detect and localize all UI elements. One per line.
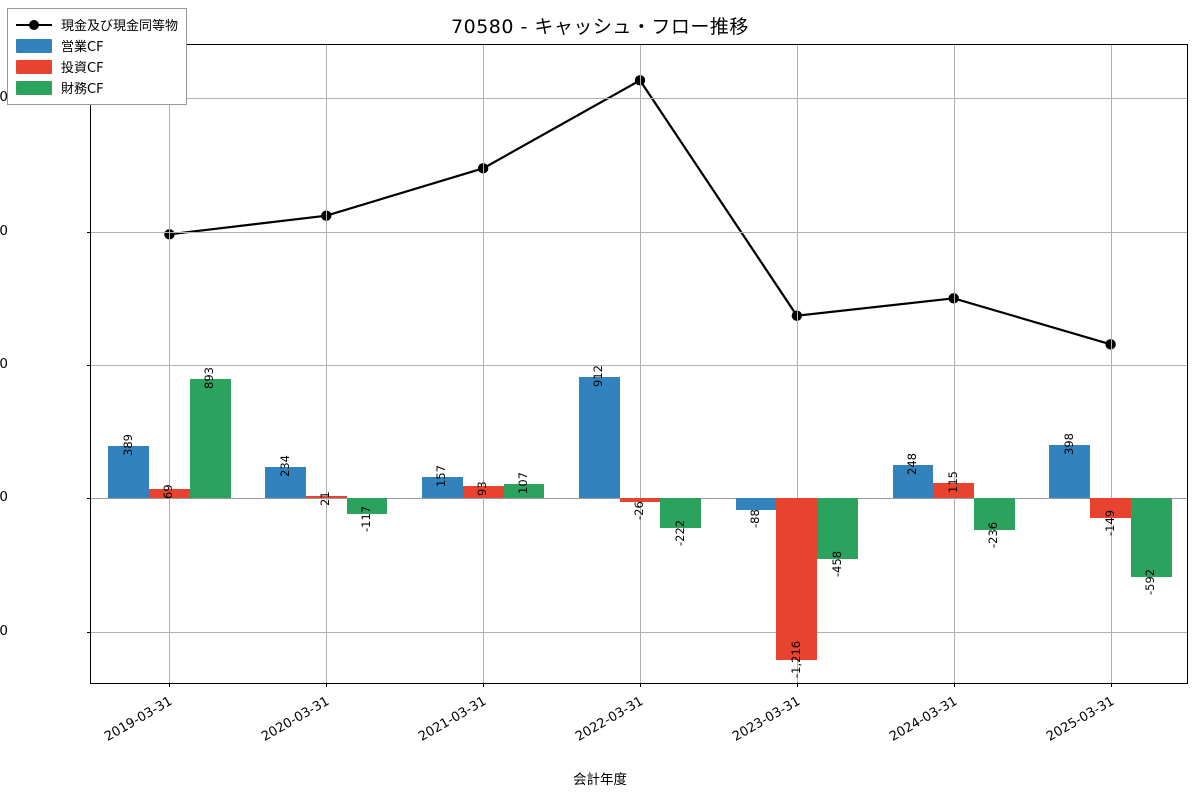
bar-value-label: 69: [161, 484, 176, 500]
bar-investing-cf: [619, 498, 661, 502]
x-axis-tick-mark: [483, 683, 485, 687]
x-axis-tick-mark: [953, 683, 955, 687]
legend-item: 財務CF: [16, 77, 178, 98]
chart-title: 70580 - キャッシュ・フロー推移: [451, 16, 749, 38]
bar-operating-cf: [578, 376, 620, 499]
y-axis-tick-label: 2,000: [0, 222, 8, 239]
legend-swatch-icon: [16, 38, 52, 53]
bar-value-label: 398: [1061, 433, 1076, 456]
y-axis-tick-mark: [87, 231, 91, 233]
x-axis-tick-label: 2020-03-31: [259, 694, 333, 745]
bar-financing-cf: [660, 498, 702, 528]
x-axis-tick-label: 2019-03-31: [102, 694, 176, 745]
legend-item-label: 財務CF: [61, 82, 104, 97]
y-axis-tick-label: -1,000: [0, 622, 8, 639]
x-axis-tick-mark: [640, 683, 641, 687]
bar-value-label: 157: [434, 465, 449, 488]
bar-value-label: 389: [120, 434, 135, 457]
gridline-horizontal: [91, 98, 1187, 100]
bar-investing-cf: [933, 483, 975, 499]
x-axis-tick-label: 2022-03-31: [573, 694, 647, 745]
gridline-horizontal: [91, 231, 1187, 233]
bar-value-label: 893: [202, 367, 217, 390]
x-axis-label: 会計年度: [573, 772, 627, 788]
legend-item-label: 現金及び現金同等物: [61, 19, 179, 34]
bar-value-label: 912: [591, 364, 606, 387]
bar-investing-cf: [149, 489, 190, 499]
bar-value-label: -1,216: [788, 641, 803, 679]
bar-value-label: 107: [515, 472, 530, 495]
y-axis-tick-label: 1,000: [0, 356, 8, 372]
bar-value-label: -149: [1102, 510, 1117, 537]
bar-value-label: -592: [1143, 569, 1158, 596]
bar-financing-cf: [974, 498, 1015, 530]
gridline-vertical: [483, 45, 485, 683]
legend-item: 投資CF: [16, 56, 178, 77]
bar-value-label: -26: [632, 501, 646, 520]
bar-investing-cf: [1090, 498, 1131, 519]
bar-operating-cf: [892, 465, 934, 499]
bar-financing-cf: [817, 498, 859, 560]
x-axis-tick-label: 2023-03-31: [729, 694, 803, 745]
y-axis-tick-mark: [87, 365, 91, 366]
bar-financing-cf: [1130, 498, 1172, 578]
y-axis-tick-mark: [87, 631, 91, 633]
legend-swatch-icon: [16, 80, 52, 95]
chart-legend: 現金及び現金同等物 営業CF 投資CF 財務CF: [7, 8, 188, 105]
bar-value-label: -222: [672, 519, 687, 546]
bar-operating-cf: [735, 498, 777, 511]
gridline-vertical: [326, 45, 328, 683]
x-axis-tick-label: 2025-03-31: [1043, 694, 1117, 745]
bar-operating-cf: [265, 467, 306, 499]
legend-item: 現金及び現金同等物: [16, 14, 178, 35]
bar-value-label: -236: [986, 521, 1001, 548]
gridline-horizontal: [91, 365, 1187, 366]
x-axis-tick-mark: [326, 683, 328, 687]
x-axis-tick-label: 2021-03-31: [416, 694, 490, 745]
bar-value-label: 21: [318, 490, 333, 506]
plot-area: 389 234 157 912 -88 248 398 69 21 93 -26 -1,216 115 -…: [87, 44, 1188, 687]
gridline-horizontal: [91, 631, 1187, 633]
y-axis-tick-mark: [87, 498, 91, 500]
bar-financing-cf: [503, 484, 545, 499]
gridline-vertical: [953, 45, 955, 683]
legend-item-label: 営業CF: [61, 40, 104, 55]
bar-investing-cf: [776, 498, 818, 661]
bar-operating-cf: [1049, 445, 1091, 499]
legend-item-label: 投資CF: [61, 61, 104, 76]
bar-investing-cf: [462, 485, 504, 499]
x-axis-tick-mark: [1110, 683, 1112, 687]
bar-value-label: 234: [277, 455, 292, 478]
y-axis-tick-label: 3,000: [0, 89, 8, 106]
y-axis-tick-label: 0: [0, 489, 8, 506]
bar-value-label: -117: [359, 505, 374, 532]
x-axis-tick-label: 2024-03-31: [886, 694, 960, 745]
gridline-vertical: [640, 45, 641, 683]
bar-operating-cf: [108, 446, 150, 499]
bar-value-label: -458: [829, 551, 844, 578]
x-axis-tick-mark: [796, 683, 798, 687]
bar-value-label: 248: [904, 453, 919, 476]
gridline-vertical: [1110, 45, 1112, 683]
bar-value-label: 93: [475, 481, 490, 496]
gridline-vertical: [796, 45, 798, 683]
bar-financing-cf: [346, 498, 388, 514]
bar-financing-cf: [189, 379, 231, 499]
legend-swatch-icon: [16, 59, 52, 74]
bar-operating-cf: [421, 477, 463, 499]
legend-item: 営業CF: [16, 35, 178, 56]
bar-value-label: -88: [748, 509, 763, 529]
bar-value-label: 115: [945, 471, 960, 493]
bar-investing-cf: [305, 495, 347, 499]
gridline-vertical: [169, 45, 171, 683]
legend-line-icon: [16, 18, 52, 32]
x-axis-tick-mark: [169, 683, 171, 687]
